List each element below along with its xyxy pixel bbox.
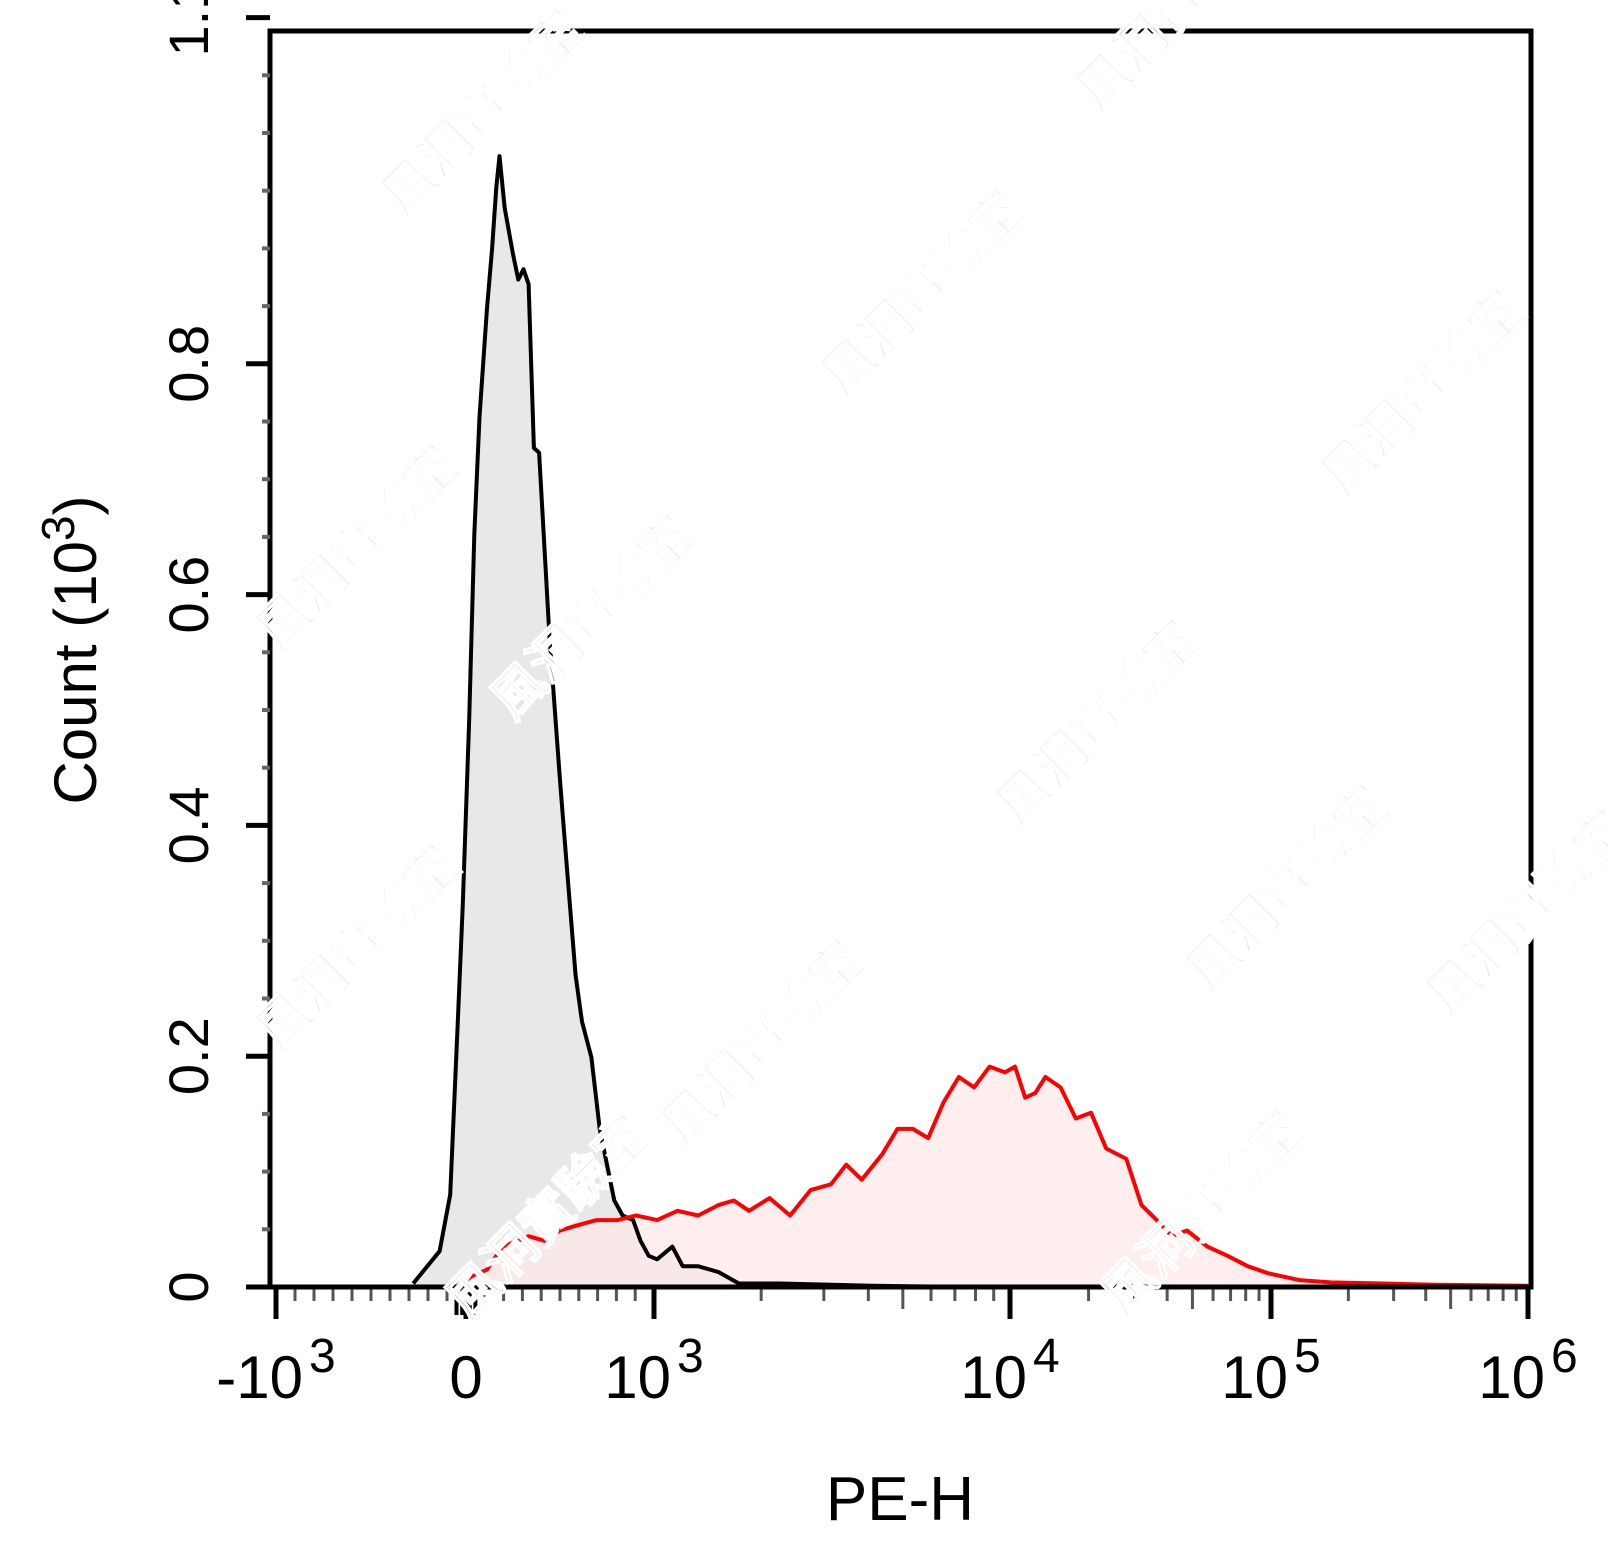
x-tick-label-exponent: 3 — [677, 1330, 704, 1383]
watermark-text: 風洞實驗室 — [1310, 280, 1536, 506]
y-tick-label: 0 — [157, 1271, 220, 1302]
x-tick-label-base: 10 — [604, 1344, 671, 1411]
x-tick-label-exponent: 3 — [309, 1330, 336, 1383]
x-tick-label: 10 6 — [1478, 1330, 1577, 1411]
watermark-text: 風洞實驗室 — [370, 0, 596, 226]
series-2-fill — [455, 1066, 1528, 1287]
watermark-text: 風洞實驗室 — [1175, 775, 1401, 1001]
watermark-text: 風洞實驗室 — [245, 835, 471, 1061]
x-tick-label-base: 10 — [1478, 1344, 1545, 1411]
watermark-text: 風洞實驗室 — [650, 930, 876, 1156]
y-tick-label: 0.4 — [157, 786, 220, 864]
watermark-text: 風洞實驗室 — [1065, 0, 1291, 121]
y-axis-label: Count (103) — [32, 495, 109, 804]
x-tick-label: 10 3 — [604, 1330, 703, 1411]
x-tick-label-exponent: 4 — [1033, 1330, 1060, 1383]
watermark-text: 風洞實驗室 — [1415, 800, 1608, 1026]
x-tick-label-base: 10 — [1221, 1344, 1288, 1411]
x-tick-label-exponent: 5 — [1294, 1330, 1321, 1383]
y-tick-label: 1.1 — [157, 0, 220, 57]
y-tick-label: 0.2 — [157, 1017, 220, 1095]
series-1-fill — [413, 156, 1529, 1288]
watermark-text: 風洞實驗室 — [985, 610, 1211, 836]
series-2-line — [454, 1064, 1529, 1289]
axis-layer: -10 3 0 10 3 10 4 10 5 10 600.20.40.60.81.1 — [157, 0, 1578, 1411]
x-tick-label-base: 10 — [960, 1344, 1027, 1411]
x-tick-label-exponent: 6 — [1551, 1330, 1578, 1383]
watermark-text: 風洞實驗室 — [810, 180, 1036, 406]
x-tick-label: -10 3 — [216, 1330, 335, 1411]
x-axis-label: PE-H — [826, 1465, 974, 1534]
x-tick-label: 0 — [449, 1344, 482, 1411]
x-tick-label-base: -10 — [216, 1344, 303, 1411]
x-tick-label-base: 0 — [449, 1344, 482, 1411]
x-tick-label: 10 4 — [960, 1330, 1059, 1411]
series-1-line — [411, 154, 1528, 1289]
y-tick-label: 0.8 — [157, 325, 220, 403]
series-layer — [411, 154, 1529, 1289]
y-tick-label: 0.6 — [157, 556, 220, 634]
x-tick-label: 10 5 — [1221, 1330, 1320, 1411]
watermark-text: 風洞實驗室 — [245, 435, 471, 661]
